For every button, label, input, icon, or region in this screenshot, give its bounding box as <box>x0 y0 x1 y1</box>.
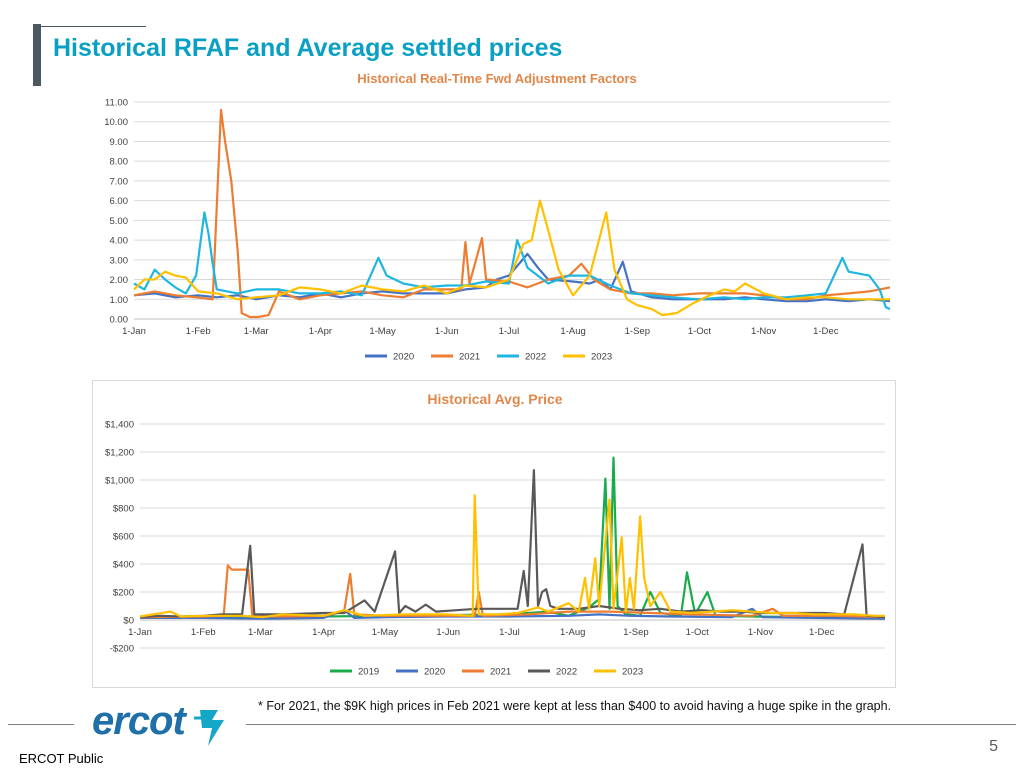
x-tick-label: 1-Jun <box>436 627 460 638</box>
y-tick-label: 11.00 <box>105 98 128 109</box>
avg-price-chart: Historical Avg. Price -$200 $0 $200 $400 $600… <box>105 391 886 678</box>
y-tick-label: 2.00 <box>110 275 129 286</box>
y-tick-label: -$200 <box>110 644 134 655</box>
ercot-logo-bolt-icon <box>194 710 224 746</box>
x-tick-label: 1-Mar <box>248 627 273 638</box>
x-tick-label: 1-Apr <box>309 326 332 337</box>
x-tick-label: 1-Jan <box>122 326 146 337</box>
y-tick-label: 5.00 <box>110 216 129 227</box>
y-tick-label: $1,000 <box>105 476 134 487</box>
y-tick-label: 9.00 <box>110 137 129 148</box>
ercot-logo-text: ercot <box>92 699 187 743</box>
y-tick-label: 3.00 <box>110 255 129 266</box>
rfaf-chart: Historical Real-Time Fwd Adjustment Fact… <box>104 71 891 363</box>
series-line-2023 <box>133 199 890 317</box>
series-line-2023 <box>139 494 885 619</box>
title-accent-bar <box>33 24 41 86</box>
y-tick-label: $1,200 <box>105 448 134 459</box>
legend-label-2020: 2020 <box>424 667 445 678</box>
page-number: 5 <box>989 738 998 755</box>
series-line-2022 <box>133 211 891 311</box>
chart-title: Historical Avg. Price <box>427 391 562 407</box>
x-tick-label: 1-Jul <box>499 627 520 638</box>
footer-rule-left <box>8 724 74 725</box>
series-line-2020 <box>140 607 886 620</box>
y-tick-label: $400 <box>113 560 134 571</box>
avg-price-chart-panel: Historical Avg. Price -$200 $0 $200 $400 $600… <box>92 380 898 690</box>
series-line-2021 <box>139 564 886 619</box>
x-tick-label: 1-Aug <box>560 326 585 337</box>
y-tick-label: $1,400 <box>105 420 134 431</box>
footer-rule-right <box>246 724 1016 725</box>
footnote: * For 2021, the $9K high prices in Feb 2… <box>258 699 892 713</box>
x-tick-label: 1-Dec <box>813 326 839 337</box>
x-tick-label: 1-Jul <box>499 326 520 337</box>
chart-title: Historical Real-Time Fwd Adjustment Fact… <box>357 71 637 86</box>
legend-label-2023: 2023 <box>622 667 643 678</box>
legend-label-2021: 2021 <box>490 667 511 678</box>
x-tick-label: 1-Jun <box>435 326 459 337</box>
y-tick-label: 7.00 <box>110 176 129 187</box>
avg-price-chart-border <box>92 380 896 688</box>
classification-label: ERCOT Public <box>19 751 104 766</box>
y-tick-label: $0 <box>123 616 134 627</box>
x-tick-label: 1-Aug <box>560 627 585 638</box>
legend-label-2022: 2022 <box>525 352 546 363</box>
series-line-2019 <box>139 456 885 619</box>
series-line-2021 <box>133 108 891 319</box>
legend-label-2021: 2021 <box>459 352 480 363</box>
x-tick-label: 1-Oct <box>688 326 712 337</box>
x-tick-label: 1-Sep <box>623 627 648 638</box>
ercot-logo: ercot <box>92 699 224 746</box>
y-tick-label: 8.00 <box>110 157 129 168</box>
y-tick-label: 4.00 <box>110 236 129 247</box>
y-tick-label: 6.00 <box>110 196 129 207</box>
legend-label-2019: 2019 <box>358 667 379 678</box>
x-tick-label: 1-Apr <box>312 627 335 638</box>
legend-label-2022: 2022 <box>556 667 577 678</box>
x-tick-label: 1-Feb <box>191 627 216 638</box>
legend-label-2020: 2020 <box>393 352 414 363</box>
y-tick-label: 0.00 <box>110 315 129 326</box>
x-tick-label: 1-May <box>372 627 399 638</box>
title-accent-rule <box>40 26 146 27</box>
x-tick-label: 1-Sep <box>625 326 650 337</box>
x-tick-label: 1-Feb <box>186 326 211 337</box>
slide-title: Historical RFAF and Average settled pric… <box>53 34 563 62</box>
x-tick-label: 1-Dec <box>809 627 835 638</box>
x-tick-label: 1-Nov <box>751 326 777 337</box>
x-tick-label: 1-Nov <box>748 627 774 638</box>
y-tick-label: $800 <box>113 504 134 515</box>
y-tick-label: 10.00 <box>104 117 128 128</box>
series-line-2020 <box>133 252 891 303</box>
y-tick-label: 1.00 <box>110 295 129 306</box>
x-tick-label: 1-Oct <box>686 627 710 638</box>
legend-label-2023: 2023 <box>591 352 612 363</box>
series-line-2022 <box>139 469 886 619</box>
x-tick-label: 1-May <box>369 326 396 337</box>
x-tick-label: 1-Jan <box>128 627 152 638</box>
x-tick-label: 1-Mar <box>244 326 269 337</box>
y-tick-label: $200 <box>113 588 134 599</box>
y-tick-label: $600 <box>113 532 134 543</box>
